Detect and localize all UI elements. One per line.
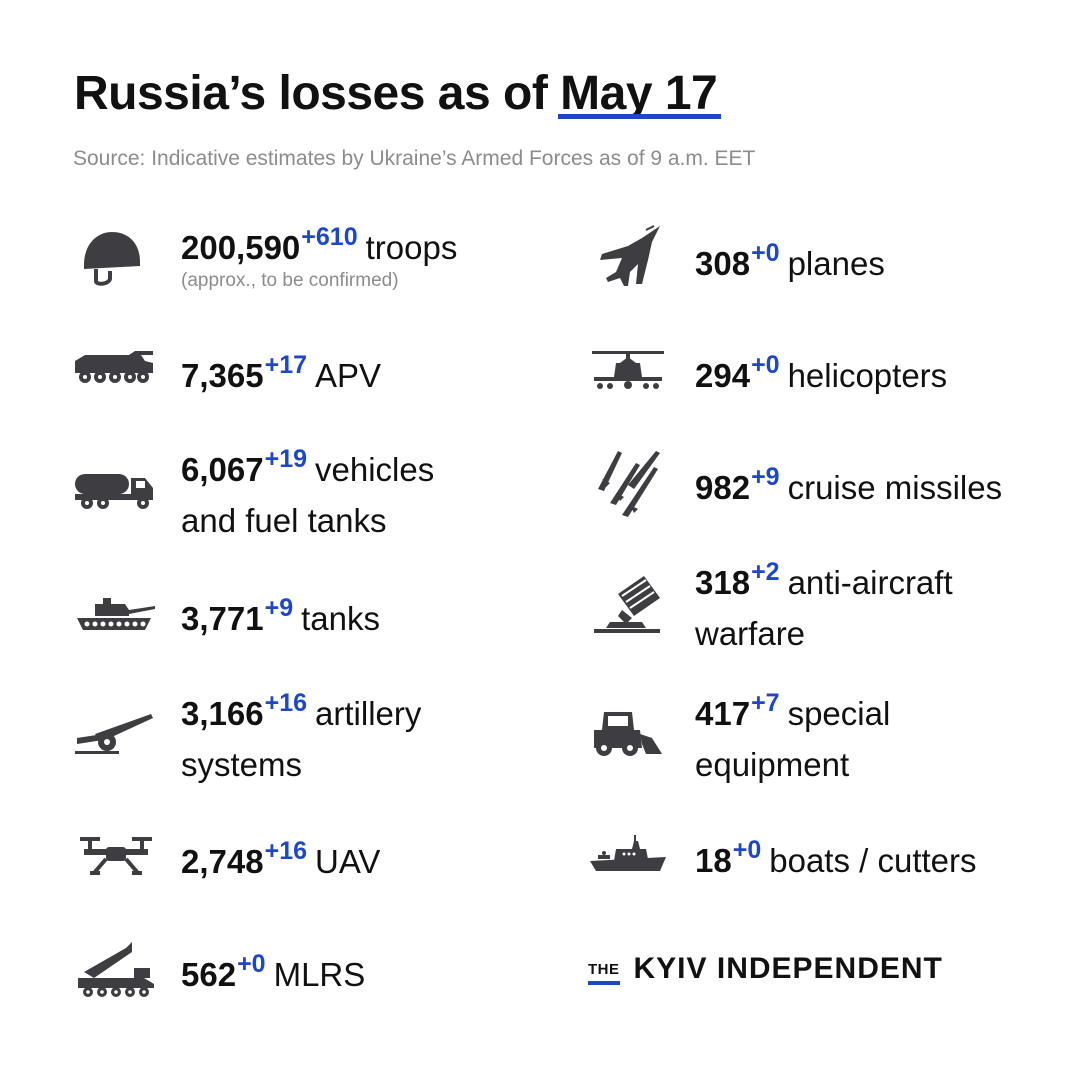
stat-value: 2,748 bbox=[181, 843, 264, 880]
helmet-icon bbox=[80, 229, 144, 287]
stat-delta: +9 bbox=[264, 594, 294, 622]
stat-delta: +7 bbox=[751, 689, 780, 717]
stat-label-line2: systems bbox=[181, 746, 303, 783]
stat-planes: 308+0 planes bbox=[695, 239, 885, 291]
tank-icon bbox=[73, 598, 157, 632]
apv-icon bbox=[73, 349, 157, 385]
jet-icon bbox=[594, 224, 662, 292]
stat-value: 982 bbox=[695, 469, 751, 506]
stat-label-line2: and fuel tanks bbox=[181, 502, 387, 539]
stat-label: vehicles bbox=[315, 451, 435, 488]
stat-label: UAV bbox=[315, 843, 381, 880]
mlrs-icon bbox=[74, 940, 158, 998]
title-date: May 17 bbox=[560, 67, 718, 120]
stat-value: 318 bbox=[695, 564, 751, 601]
stat-delta: +16 bbox=[264, 837, 308, 865]
stat-delta: +0 bbox=[237, 950, 266, 978]
stat-delta: +0 bbox=[732, 836, 762, 864]
stat-value: 18 bbox=[695, 842, 732, 879]
stat-delta: +9 bbox=[751, 463, 780, 491]
stat-value: 562 bbox=[181, 956, 237, 993]
artillery-icon bbox=[73, 712, 157, 756]
stat-value: 7,365 bbox=[181, 357, 264, 394]
stat-label: anti-aircraft bbox=[787, 564, 953, 601]
stat-label: special bbox=[787, 695, 891, 732]
stat-vehicles: 6,067+19 vehicles and fuel tanks bbox=[181, 445, 435, 544]
stat-boats: 18+0 boats / cutters bbox=[695, 836, 977, 888]
stat-delta: +2 bbox=[751, 558, 780, 586]
title-prefix: Russia’s losses as of bbox=[74, 67, 561, 120]
stat-cruise-missiles: 982+9 cruise missiles bbox=[695, 463, 1003, 515]
stat-value: 417 bbox=[695, 695, 751, 732]
stat-mlrs: 562+0 MLRS bbox=[181, 950, 366, 1002]
stat-delta: +17 bbox=[264, 351, 308, 379]
kyiv-independent-logo: THE KYIV INDEPENDENT bbox=[588, 952, 943, 986]
source-note: Source: Indicative estimates by Ukraine’… bbox=[73, 147, 756, 170]
stat-value: 294 bbox=[695, 357, 751, 394]
stat-delta: +0 bbox=[751, 239, 780, 267]
stat-special-equipment: 417+7 special equipment bbox=[695, 689, 891, 788]
logo-name: KYIV INDEPENDENT bbox=[633, 952, 943, 985]
page-title: Russia’s losses as of May 17 bbox=[74, 66, 718, 121]
stat-label: tanks bbox=[301, 600, 380, 637]
stat-tanks: 3,771+9 tanks bbox=[181, 594, 380, 646]
missiles-icon bbox=[596, 449, 662, 517]
stat-label: APV bbox=[315, 357, 382, 394]
stat-value: 3,166 bbox=[181, 695, 264, 732]
stat-value: 6,067 bbox=[181, 451, 264, 488]
stat-helicopters: 294+0 helicopters bbox=[695, 351, 948, 403]
stat-label: cruise missiles bbox=[787, 469, 1003, 506]
stat-label: boats / cutters bbox=[769, 842, 977, 879]
stat-apv: 7,365+17 APV bbox=[181, 351, 382, 403]
stat-label: MLRS bbox=[273, 956, 366, 993]
stat-delta: +16 bbox=[264, 689, 308, 717]
stat-label-line2: warfare bbox=[695, 615, 806, 652]
stat-label: troops bbox=[365, 229, 458, 266]
boat-icon bbox=[588, 835, 668, 875]
stat-uav: 2,748+16 UAV bbox=[181, 837, 381, 889]
stat-label: planes bbox=[787, 245, 885, 282]
stat-delta: +19 bbox=[264, 445, 308, 473]
fuel-truck-icon bbox=[73, 470, 157, 510]
stat-anti-aircraft: 318+2 anti-aircraft warfare bbox=[695, 558, 953, 657]
stat-label: helicopters bbox=[787, 357, 948, 394]
bulldozer-icon bbox=[590, 710, 664, 758]
stat-troops: 200,590+610 troops (approx., to be confir… bbox=[181, 223, 458, 291]
stat-delta: +0 bbox=[751, 351, 780, 379]
logo-the: THE bbox=[588, 960, 620, 985]
stat-value: 3,771 bbox=[181, 600, 264, 637]
stat-value: 308 bbox=[695, 245, 751, 282]
helicopter-icon bbox=[590, 349, 666, 391]
drone-icon bbox=[80, 837, 152, 881]
stat-artillery: 3,166+16 artillery systems bbox=[181, 689, 422, 788]
stat-delta: +610 bbox=[301, 223, 358, 251]
stat-label-line2: equipment bbox=[695, 746, 850, 783]
stat-note: (approx., to be confirmed) bbox=[181, 270, 399, 291]
anti-aircraft-icon bbox=[592, 574, 664, 634]
stat-label: artillery bbox=[315, 695, 422, 732]
stat-value: 200,590 bbox=[181, 229, 301, 266]
